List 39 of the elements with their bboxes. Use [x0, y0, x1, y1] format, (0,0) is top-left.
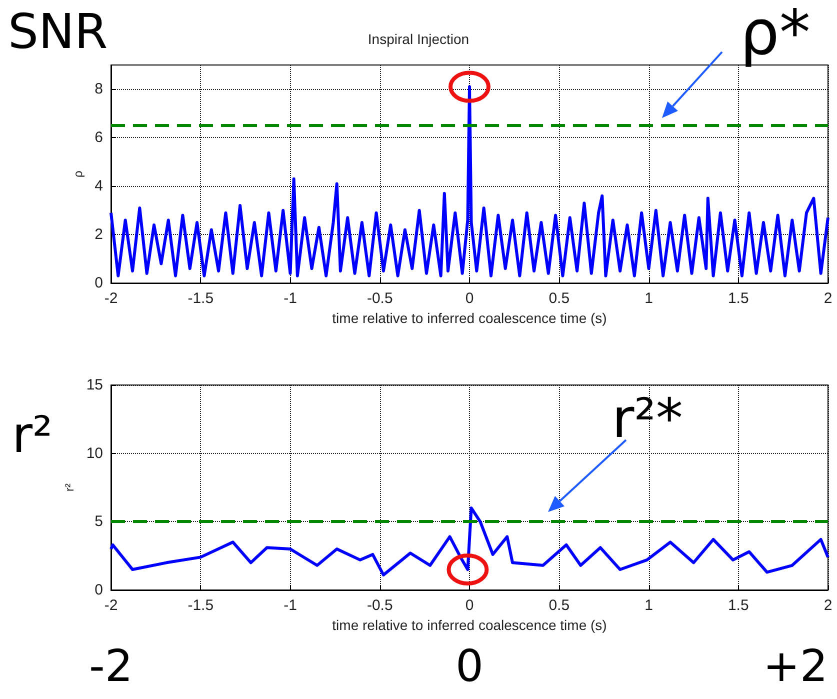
y-tick-label: 4 [94, 178, 103, 195]
y-tick-label: 10 [86, 444, 103, 462]
x-tick-label: 0 [465, 290, 474, 308]
y-axis-title: ρ [70, 170, 85, 178]
x-tick-label: 1.5 [728, 597, 749, 614]
chart-title: Inspiral Injection [368, 31, 470, 47]
ref-line-label: ρ* [740, 0, 810, 69]
x-tick-label: -0.5 [366, 597, 393, 614]
text: -2 [89, 641, 133, 692]
x-tick-label: 1 [644, 290, 653, 308]
x-tick-label: 1 [644, 597, 653, 614]
ref-line-label: r²* [612, 387, 683, 450]
x-tick-label: 2 [824, 290, 832, 308]
x-tick-label: -2 [104, 290, 118, 308]
y-tick-label: 5 [94, 513, 103, 530]
x-axis-title: time relative to inferred coalescence time (s) [332, 310, 607, 326]
x-tick-label: -1.5 [188, 597, 214, 614]
y-tick-label: 2 [94, 226, 103, 244]
text: +2 [763, 641, 828, 692]
text: SNR [8, 4, 108, 60]
text: 0 [456, 641, 484, 692]
y-tick-label: 15 [86, 376, 103, 394]
text: r² [12, 406, 53, 464]
x-tick-label: -0.5 [366, 290, 393, 308]
x-tick-label: 2 [824, 597, 832, 614]
y-axis-title: r² [62, 484, 76, 492]
x-tick-label: 0 [465, 597, 474, 614]
y-tick-label: 0 [94, 582, 103, 598]
x-tick-label: -2 [104, 597, 118, 614]
y-tick-label: 8 [94, 80, 103, 98]
x-tick-label: 1.5 [728, 290, 749, 308]
x-tick-label: -1 [284, 290, 297, 308]
x-tick-label: 0.5 [548, 597, 570, 614]
x-axis-title: time relative to inferred coalescence time (s) [332, 616, 607, 633]
x-tick-label: -1 [284, 597, 297, 614]
y-tick-label: 0 [94, 274, 103, 292]
x-tick-label: 0.5 [548, 290, 570, 308]
y-tick-label: 6 [94, 129, 103, 146]
x-tick-label: -1.5 [188, 290, 214, 308]
